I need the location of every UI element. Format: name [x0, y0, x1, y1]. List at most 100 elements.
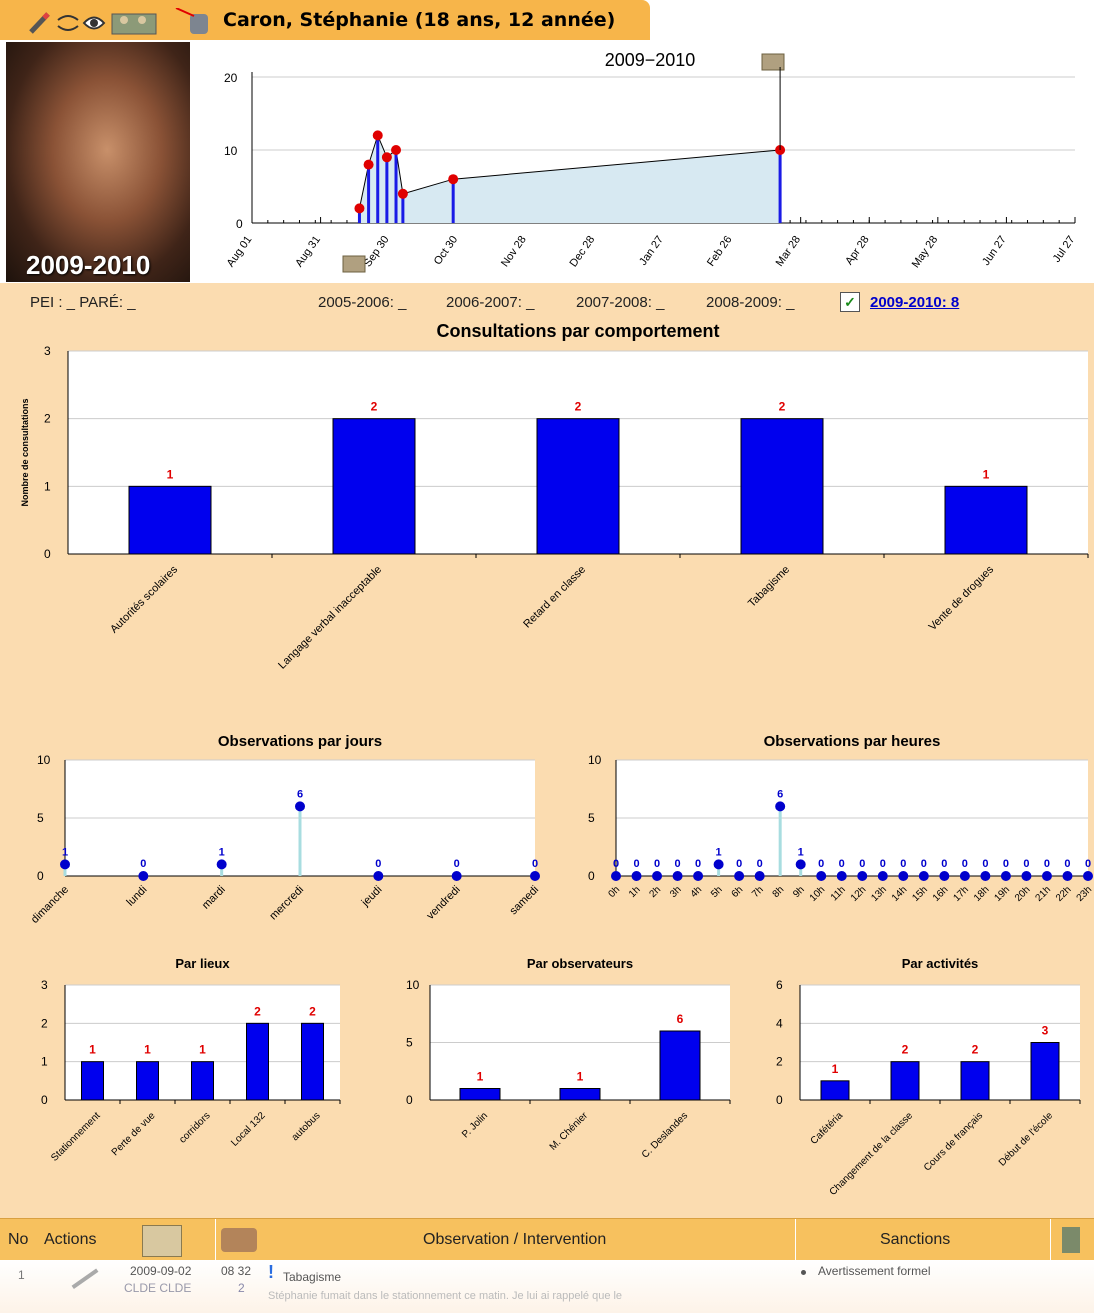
data-point: [980, 871, 991, 881]
x-tick-label: Cafétéria: [809, 1110, 846, 1147]
x-tick-label: samedi: [508, 884, 542, 918]
col-actions[interactable]: Actions: [44, 1231, 97, 1248]
data-point: [877, 871, 888, 881]
x-tick-label: Vente de drogues: [927, 563, 997, 633]
x-tick-label: Nov 28: [499, 234, 529, 269]
row-date: 2009-09-02: [130, 1264, 192, 1278]
y-tick-label: 10: [588, 753, 602, 767]
x-tick-label: 15h: [910, 884, 930, 904]
data-label: 0: [900, 858, 906, 870]
x-tick-label: Jul 27: [1051, 234, 1078, 265]
checkbox-checked-icon[interactable]: ✓: [840, 292, 860, 312]
bullet-icon: [801, 1270, 806, 1275]
data-point: [295, 801, 305, 812]
data-label: 1: [477, 1070, 484, 1084]
y-tick-label: 3: [41, 978, 48, 992]
chart-title: Observations par heures: [764, 733, 941, 750]
y-tick-label: 0: [44, 547, 51, 561]
y-tick-label: 0: [41, 1093, 48, 1107]
notebook-icon[interactable]: [142, 1225, 182, 1257]
y-tick-label: 1: [44, 479, 51, 493]
chart-title: Par lieux: [175, 956, 230, 971]
y-tick-label: 10: [224, 144, 238, 158]
data-label: 1: [983, 467, 990, 481]
x-tick-label: jeudi: [359, 884, 385, 910]
x-tick-label: Autorités scolaires: [108, 563, 180, 635]
data-label: 1: [199, 1043, 206, 1057]
x-tick-label: M. Chénier: [548, 1110, 591, 1153]
x-tick-label: Jan 27: [637, 234, 666, 268]
timeline-chart: 2009−2010 20 10 0 Aug 01 Aug 31 Sep 30 Oct …: [224, 50, 1078, 273]
bar: [1030, 1042, 1060, 1101]
data-label: 0: [613, 858, 619, 870]
data-point: [138, 871, 149, 881]
data-point: [1062, 871, 1073, 881]
x-tick-label: C. Deslandes: [640, 1110, 690, 1160]
data-label: 1: [167, 467, 174, 481]
data-label: 0: [654, 858, 660, 870]
x-tick-label: Apr 28: [843, 234, 871, 267]
eye-closed-icon[interactable]: [57, 15, 79, 31]
current-year-link[interactable]: 2009-2010: 8: [870, 294, 960, 311]
x-tick-label: Début de l'école: [997, 1110, 1056, 1169]
chart-title: Observations par jours: [218, 733, 382, 750]
x-tick-label: 11h: [829, 884, 848, 903]
places-chart: Par lieux 0 1 2 3 1 Stationnement 1 Perte de vue…: [41, 956, 341, 1164]
data-label: 0: [839, 858, 845, 870]
y-tick-label: 0: [776, 1093, 783, 1107]
gavel-icon[interactable]: [221, 1228, 257, 1252]
x-tick-label: 2h: [648, 884, 664, 900]
row-sanction: Avertissement formel: [818, 1264, 931, 1278]
chart-title: Par activités: [902, 956, 979, 971]
y-tick-label: 1: [41, 1055, 48, 1069]
col-observation[interactable]: Observation / Intervention: [423, 1231, 607, 1248]
hand-icon[interactable]: [175, 8, 208, 34]
data-point: [530, 871, 540, 881]
eye-icon[interactable]: [82, 16, 106, 30]
col-sanctions[interactable]: Sanctions: [880, 1231, 951, 1248]
x-tick-label: 20h: [1013, 884, 1033, 904]
table-row[interactable]: 1 2009-09-02 08 32 CLDE CLDE 2 ! Tabagis…: [0, 1257, 1094, 1313]
bar: [81, 1061, 104, 1101]
x-tick-label: 9h: [791, 884, 807, 900]
student-name: Caron, Stéphanie (18 ans, 12 année): [223, 9, 616, 31]
cake-icon: [342, 255, 366, 273]
x-tick-label: 7h: [750, 884, 766, 900]
data-point: [1000, 871, 1011, 881]
data-label: 0: [1023, 858, 1029, 870]
data-label: 1: [716, 846, 722, 858]
timeline-area: [359, 135, 781, 223]
cake-icon: [761, 53, 785, 71]
people-icon[interactable]: [111, 13, 157, 35]
observers-chart: Par observateurs 0 5 10 1 P. Jolin 1 M. Chénier…: [406, 956, 731, 1161]
data-label: 6: [677, 1012, 684, 1026]
data-label: 6: [777, 788, 783, 800]
data-point: [734, 871, 745, 881]
data-label: 0: [1064, 858, 1070, 870]
bar: [246, 1022, 269, 1101]
data-label: 2: [779, 400, 786, 414]
bar: [128, 485, 212, 555]
col-no[interactable]: No: [8, 1231, 29, 1248]
data-label: 2: [309, 1004, 316, 1018]
data-point: [451, 871, 462, 881]
bar: [191, 1061, 214, 1101]
x-tick-label: Changement de la classe: [828, 1110, 916, 1198]
row-title: Tabagisme: [283, 1270, 342, 1284]
data-label: 0: [941, 858, 947, 870]
edit-pencil-icon[interactable]: [63, 1257, 99, 1289]
data-point: [693, 871, 704, 881]
data-label: 1: [798, 846, 804, 858]
y-tick-label: 5: [37, 811, 44, 825]
y-tick-label: 0: [406, 1093, 413, 1107]
data-point: [1021, 871, 1032, 881]
data-label: 0: [454, 858, 460, 870]
pdf-icon[interactable]: [1062, 1227, 1080, 1253]
data-label: 0: [880, 858, 886, 870]
data-point: [775, 801, 786, 812]
x-tick-label: Mar 28: [774, 234, 803, 269]
data-label: 0: [962, 858, 968, 870]
bar: [890, 1061, 920, 1101]
data-point: [918, 871, 929, 881]
pencil-icon[interactable]: [29, 12, 50, 34]
